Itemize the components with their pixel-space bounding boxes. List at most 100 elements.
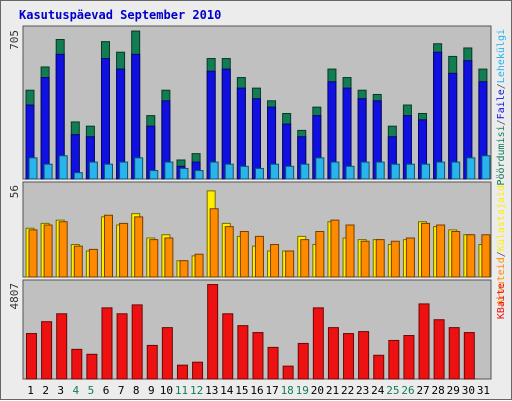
bar-hits-day-31 bbox=[481, 234, 491, 278]
x-tick-label-day-1: 1 bbox=[27, 384, 34, 397]
bar-kbytes-day-1 bbox=[26, 333, 37, 380]
bar-kbytes-day-3 bbox=[56, 313, 68, 380]
bar-hits-day-19 bbox=[300, 239, 310, 278]
bar-kbytes-day-25 bbox=[388, 339, 400, 380]
x-tick-label-day-13: 13 bbox=[205, 384, 218, 397]
bar-files-day-23 bbox=[360, 161, 370, 180]
bar-pages-day-15 bbox=[236, 87, 246, 180]
y-max-label-3: 4807 bbox=[8, 283, 21, 310]
bar-files-day-10 bbox=[164, 161, 174, 180]
bar-hits-day-9 bbox=[149, 239, 159, 278]
bar-kbytes-day-6 bbox=[101, 307, 113, 380]
x-tick-label-day-25: 25 bbox=[386, 384, 399, 397]
legend-top-panel-part-1: / bbox=[496, 119, 507, 125]
x-tick-label-day-22: 22 bbox=[341, 384, 354, 397]
x-tick-label-day-11: 11 bbox=[175, 384, 188, 397]
bar-kbytes-day-22 bbox=[343, 333, 355, 380]
legend-mid-panel: Arvuteid/Külastajaid bbox=[496, 185, 507, 305]
bar-files-day-13 bbox=[209, 161, 219, 180]
bar-hits-day-27 bbox=[421, 222, 431, 278]
x-tick-label-day-9: 9 bbox=[148, 384, 155, 397]
legend-bottom-panel-part-0: KBaite bbox=[496, 283, 507, 319]
x-tick-label-day-31: 31 bbox=[477, 384, 490, 397]
bar-hits-day-15 bbox=[239, 231, 249, 278]
x-tick-label-day-8: 8 bbox=[133, 384, 140, 397]
bar-pages-day-16 bbox=[251, 98, 261, 180]
legend-bottom-panel: KBaite bbox=[496, 283, 507, 319]
bar-kbytes-day-23 bbox=[358, 331, 370, 380]
bar-files-day-12 bbox=[194, 170, 204, 180]
bar-hits-day-26 bbox=[405, 237, 415, 278]
bar-hits-day-5 bbox=[88, 248, 98, 278]
x-tick-label-day-2: 2 bbox=[42, 384, 49, 397]
bar-hits-day-7 bbox=[119, 222, 129, 278]
panel-2-bars bbox=[25, 190, 491, 278]
x-tick-label-day-20: 20 bbox=[311, 384, 324, 397]
bar-pages-day-28 bbox=[433, 51, 443, 180]
bar-kbytes-day-29 bbox=[448, 327, 460, 380]
chart-title: Kasutuspäevad September 2010 bbox=[19, 8, 222, 22]
bar-files-day-9 bbox=[149, 170, 159, 180]
bar-files-day-29 bbox=[451, 161, 461, 180]
bar-hits-day-13 bbox=[209, 208, 219, 278]
bar-kbytes-day-2 bbox=[41, 321, 53, 380]
bar-kbytes-day-15 bbox=[237, 325, 249, 380]
x-tick-label-day-30: 30 bbox=[462, 384, 475, 397]
bar-kbytes-day-19 bbox=[297, 342, 309, 380]
bar-hits-day-6 bbox=[103, 214, 113, 278]
bar-files-day-15 bbox=[239, 165, 249, 180]
bar-kbytes-day-28 bbox=[433, 319, 445, 380]
bar-files-day-24 bbox=[375, 161, 385, 180]
x-tick-label-day-27: 27 bbox=[416, 384, 429, 397]
bar-kbytes-day-8 bbox=[131, 304, 143, 380]
x-tick-label-day-14: 14 bbox=[220, 384, 234, 397]
bar-files-day-22 bbox=[345, 165, 355, 180]
x-tick-label-day-26: 26 bbox=[401, 384, 414, 397]
x-tick-label-day-21: 21 bbox=[326, 384, 339, 397]
x-tick-label-day-4: 4 bbox=[73, 384, 80, 397]
bar-kbytes-day-16 bbox=[252, 332, 264, 380]
bar-kbytes-day-18 bbox=[282, 365, 294, 380]
x-tick-label-day-29: 29 bbox=[447, 384, 460, 397]
bar-kbytes-day-12 bbox=[192, 361, 204, 380]
bar-kbytes-day-5 bbox=[86, 353, 98, 380]
bar-kbytes-day-11 bbox=[176, 364, 188, 380]
legend-mid-panel-part-0: Arvuteid bbox=[496, 257, 507, 305]
x-tick-label-day-3: 3 bbox=[57, 384, 64, 397]
x-tick-label-day-15: 15 bbox=[235, 384, 248, 397]
bar-files-day-2 bbox=[43, 163, 53, 180]
bar-kbytes-day-4 bbox=[71, 348, 83, 380]
panel-3-bars bbox=[26, 284, 475, 380]
bar-hits-day-24 bbox=[375, 239, 385, 278]
x-tick-label-day-16: 16 bbox=[250, 384, 263, 397]
bar-files-day-27 bbox=[421, 163, 431, 180]
bar-files-day-19 bbox=[300, 163, 310, 180]
x-tick-label-day-17: 17 bbox=[265, 384, 278, 397]
bar-hits-day-25 bbox=[390, 240, 400, 278]
bar-hits-day-28 bbox=[436, 224, 446, 278]
x-tick-label-day-24: 24 bbox=[371, 384, 385, 397]
x-tick-label-day-12: 12 bbox=[190, 384, 203, 397]
bar-kbytes-day-27 bbox=[418, 303, 430, 380]
bar-files-day-18 bbox=[285, 165, 295, 180]
bar-files-day-14 bbox=[224, 163, 234, 180]
x-tick-label-day-19: 19 bbox=[296, 384, 309, 397]
legend-mid-panel-part-1: / bbox=[496, 251, 507, 257]
bar-hits-day-30 bbox=[466, 234, 476, 278]
bar-kbytes-day-7 bbox=[116, 313, 128, 380]
x-tick-label-day-10: 10 bbox=[160, 384, 173, 397]
legend-mid-panel-part-2: Külastajaid bbox=[496, 185, 507, 251]
bar-files-day-17 bbox=[270, 163, 280, 180]
bar-kbytes-day-10 bbox=[161, 327, 173, 380]
bar-files-day-3 bbox=[58, 155, 68, 180]
bar-files-day-6 bbox=[103, 163, 113, 180]
bar-kbytes-day-26 bbox=[403, 335, 415, 380]
panel-1-bars bbox=[25, 30, 491, 180]
bar-files-day-26 bbox=[405, 163, 415, 180]
bar-hits-day-17 bbox=[270, 244, 280, 278]
y-max-label-2: 56 bbox=[8, 185, 21, 198]
bar-hits-day-4 bbox=[73, 245, 83, 278]
bar-pages-day-14 bbox=[221, 68, 231, 180]
